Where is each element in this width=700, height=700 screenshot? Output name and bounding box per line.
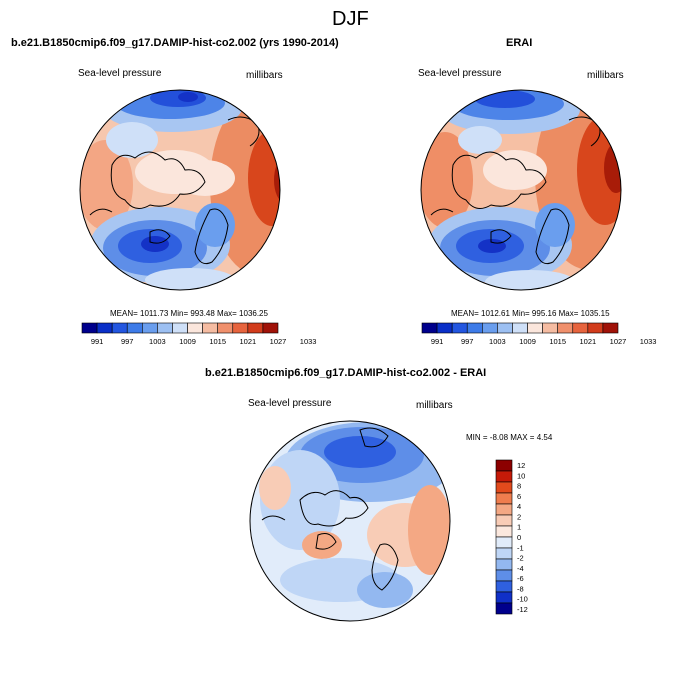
model-colorbar-tick-label: 997 <box>121 337 134 346</box>
obs-slp-map <box>420 89 622 291</box>
diff-stats: MIN = -8.08 MAX = 4.54 <box>466 433 553 442</box>
obs-colorbar-tick-label: 1027 <box>610 337 627 346</box>
obs-colorbar-swatch <box>542 322 558 334</box>
model-colorbar: 991 997 1003 1009 1015 1021 1027 1033 <box>81 322 317 346</box>
diff-colorbar-swatch <box>495 558 513 571</box>
obs-colorbar-swatch <box>466 322 483 334</box>
obs-colorbar-tick-label: 991 <box>431 337 444 346</box>
diff-colorbar-tick-label: -8 <box>517 584 524 593</box>
obs-colorbar-swatch <box>451 322 468 334</box>
diff-colorbar-swatch <box>495 591 513 604</box>
obs-colorbar-tick-label: 1033 <box>640 337 657 346</box>
diff-slp-map <box>249 420 451 622</box>
model-colorbar-tick-label: 1009 <box>179 337 196 346</box>
model-colorbar-tick-label: 1015 <box>209 337 226 346</box>
obs-colorbar-tick-label: 1009 <box>519 337 536 346</box>
obs-colorbar-tick-label: 1015 <box>549 337 566 346</box>
obs-colorbar-tick-label: 1021 <box>580 337 597 346</box>
model-colorbar-swatch <box>172 322 188 334</box>
obs-colorbar-swatch <box>587 322 604 334</box>
diff-colorbar-tick-label: 8 <box>517 482 521 491</box>
model-stats: MEAN= 1011.73 Min= 993.48 Max= 1036.25 <box>110 309 268 318</box>
diff-colorbar-tick-label: -12 <box>517 605 528 614</box>
model-colorbar-swatch <box>142 322 158 334</box>
model-colorbar-swatch <box>232 322 249 334</box>
diff-colorbar-swatch <box>495 569 513 582</box>
model-colorbar-swatch <box>126 322 143 334</box>
diff-colorbar-swatch <box>495 459 513 472</box>
obs-colorbar-swatch <box>482 322 498 334</box>
diff-colorbar-tick-label: 12 <box>517 461 525 470</box>
obs-colorbar-swatch <box>572 322 589 334</box>
diff-colorbar-tick-label: -2 <box>517 554 524 563</box>
obs-colorbar: 991 997 1003 1009 1015 1021 1027 1033 <box>421 322 657 346</box>
model-colorbar-swatch <box>187 322 203 334</box>
obs-stats: MEAN= 1012.61 Min= 995.16 Max= 1035.15 <box>451 309 610 318</box>
diff-colorbar-tick-label: -4 <box>517 564 524 573</box>
diff-colorbar-swatch <box>495 514 513 527</box>
model-colorbar-tick-label: 1033 <box>300 337 317 346</box>
obs-left-label: Sea-level pressure <box>418 68 502 79</box>
obs-right-label: millibars <box>587 70 624 81</box>
model-colorbar-tick-label: 991 <box>91 337 104 346</box>
model-colorbar-swatch <box>217 322 234 334</box>
model-colorbar-swatch <box>247 322 264 334</box>
diff-colorbar-tick-label: 10 <box>517 471 525 480</box>
obs-colorbar-swatch <box>497 322 513 334</box>
diff-colorbar-tick-label: -6 <box>517 574 524 583</box>
obs-colorbar-tick-label: 1003 <box>489 337 506 346</box>
obs-colorbar-swatch <box>527 322 543 334</box>
diff-colorbar-tick-label: -10 <box>517 595 528 604</box>
diff-colorbar-tick-label: 0 <box>517 533 521 542</box>
diff-colorbar-swatch <box>495 470 513 483</box>
diff-colorbar-swatch <box>495 481 513 494</box>
model-left-label: Sea-level pressure <box>78 68 162 79</box>
diff-colorbar-tick-label: 1 <box>517 523 521 532</box>
diff-colorbar-tick-label: -1 <box>517 543 524 552</box>
model-colorbar-tick-label: 1021 <box>240 337 257 346</box>
obs-colorbar-swatch <box>421 322 438 334</box>
model-panel-title: b.e21.B1850cmip6.f09_g17.DAMIP-hist-co2.… <box>11 37 339 49</box>
diff-colorbar-swatch <box>495 602 513 615</box>
model-right-label: millibars <box>246 70 283 81</box>
obs-colorbar-swatch <box>512 322 528 334</box>
diff-left-label: Sea-level pressure <box>248 398 332 409</box>
model-colorbar-swatch <box>96 322 113 334</box>
diff-colorbar-swatch <box>495 492 513 505</box>
diff-colorbar-swatch <box>495 503 513 516</box>
diff-colorbar-swatch <box>495 580 513 593</box>
model-colorbar-swatch <box>202 322 218 334</box>
obs-panel-title: ERAI <box>506 37 533 49</box>
model-colorbar-swatch <box>111 322 128 334</box>
diff-panel-title: b.e21.B1850cmip6.f09_g17.DAMIP-hist-co2.… <box>205 367 487 379</box>
obs-colorbar-swatch <box>436 322 453 334</box>
obs-colorbar-swatch <box>557 322 574 334</box>
model-colorbar-swatch <box>262 322 279 334</box>
diff-right-label: millibars <box>416 400 453 411</box>
diff-colorbar-tick-label: 4 <box>517 502 521 511</box>
diff-colorbar-swatch <box>495 547 513 560</box>
diff-colorbar-swatch <box>495 536 513 549</box>
obs-colorbar-swatch <box>602 322 619 334</box>
page-title: DJF <box>332 8 369 30</box>
diff-colorbar-tick-label: 6 <box>517 492 521 501</box>
model-slp-map <box>79 89 281 291</box>
model-colorbar-swatch <box>81 322 98 334</box>
model-colorbar-tick-label: 1003 <box>149 337 166 346</box>
diff-colorbar-swatch <box>495 525 513 538</box>
diff-colorbar-tick-label: 2 <box>517 512 521 521</box>
model-colorbar-tick-label: 1027 <box>270 337 287 346</box>
model-colorbar-swatch <box>157 322 173 334</box>
obs-colorbar-tick-label: 997 <box>461 337 474 346</box>
